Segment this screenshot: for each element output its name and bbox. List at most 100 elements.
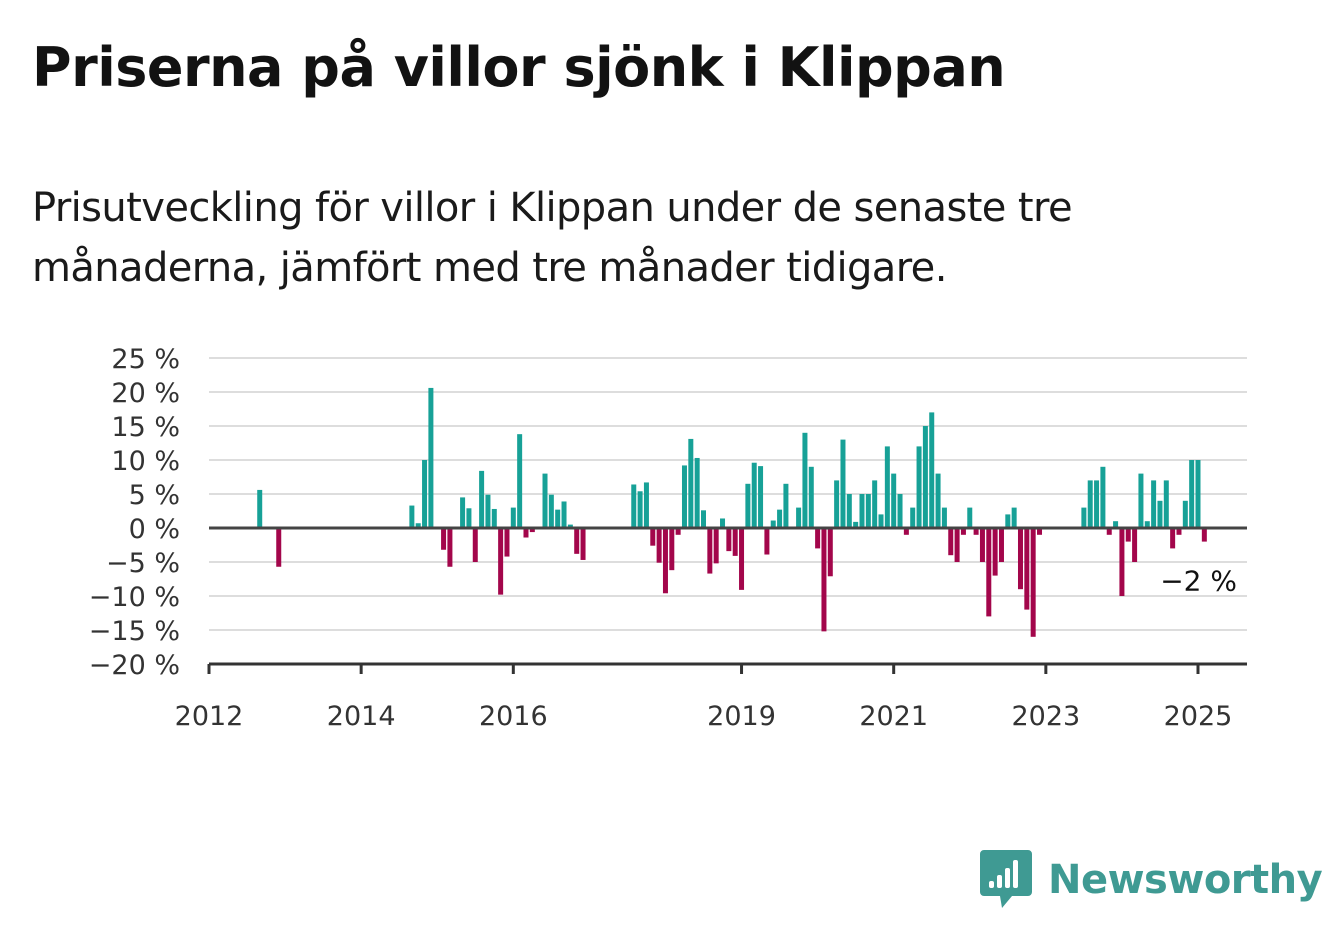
bar — [764, 528, 770, 555]
bar — [941, 507, 947, 528]
bar — [865, 494, 871, 528]
bar — [878, 514, 884, 528]
bar — [802, 432, 808, 528]
bar — [1017, 528, 1023, 590]
bar — [650, 528, 656, 546]
bar — [1182, 500, 1188, 528]
bar — [891, 473, 897, 528]
bar — [415, 523, 421, 528]
bar — [1170, 528, 1176, 549]
bar — [986, 528, 992, 617]
bar — [903, 528, 909, 535]
bar — [751, 462, 757, 528]
y-tick-label: 0 % — [129, 514, 180, 545]
bar — [485, 494, 491, 528]
axes — [207, 526, 1247, 674]
bar — [973, 528, 979, 535]
bar — [884, 446, 890, 528]
y-tick-label: 15 % — [111, 412, 180, 443]
bar — [1138, 473, 1144, 528]
bar — [872, 480, 878, 528]
bar — [998, 528, 1004, 562]
bar — [637, 491, 643, 528]
bar — [1163, 480, 1169, 528]
bar — [460, 497, 466, 528]
bar — [688, 438, 694, 528]
bar — [1030, 528, 1036, 637]
bar — [808, 466, 814, 528]
bar — [567, 524, 573, 528]
bar — [548, 494, 554, 528]
bar — [713, 528, 719, 564]
bars — [257, 387, 1207, 637]
y-tick-label: −15 % — [89, 616, 180, 647]
last-value-label: −2 % — [1160, 565, 1237, 598]
bar — [954, 528, 960, 562]
bar — [529, 528, 535, 533]
bar — [498, 528, 504, 595]
bar — [694, 457, 700, 528]
bar — [491, 508, 497, 528]
bar — [840, 439, 846, 528]
bar — [910, 507, 916, 528]
x-tick-label: 2019 — [707, 701, 776, 732]
y-tick-label: −20 % — [89, 650, 180, 681]
x-tick-label: 2023 — [1011, 701, 1080, 732]
bar — [561, 501, 567, 528]
chart-title: Priserna på villor sjönk i Klippan — [32, 36, 1006, 99]
bar — [523, 528, 529, 538]
bar — [745, 483, 751, 528]
bar — [701, 510, 706, 528]
x-axis-tick-labels: 2012 2014 2016 2019 2021 2023 2025 — [175, 701, 1233, 732]
bar — [777, 509, 783, 528]
grid-lines — [209, 357, 1247, 631]
bar — [542, 473, 548, 528]
bar — [720, 518, 726, 528]
bar — [574, 528, 580, 554]
bar — [1132, 528, 1138, 562]
bar — [726, 528, 732, 552]
bar — [834, 480, 840, 528]
y-tick-label: 10 % — [111, 446, 180, 477]
bar — [681, 465, 687, 528]
bar — [675, 528, 681, 535]
brand-logo: Newsworthy — [980, 850, 1322, 910]
x-tick-label: 2021 — [859, 701, 928, 732]
bar — [1087, 480, 1093, 528]
bar — [992, 528, 998, 576]
bar — [821, 528, 827, 632]
bar — [510, 507, 516, 528]
bar — [1125, 528, 1131, 542]
bar — [935, 473, 941, 528]
y-axis-tick-labels: 25 %20 %15 %10 %5 %0 %−5 %−10 %−15 %−20 … — [89, 344, 180, 681]
bar — [1157, 500, 1163, 528]
y-tick-label: 20 % — [111, 378, 180, 409]
bar — [1201, 528, 1207, 542]
bar — [428, 387, 434, 528]
x-tick-label: 2025 — [1164, 701, 1233, 732]
bar — [846, 494, 852, 528]
y-tick-label: −5 % — [106, 548, 180, 579]
bar — [631, 484, 637, 528]
bar — [967, 507, 973, 528]
bar — [1195, 460, 1201, 528]
bar — [504, 528, 510, 557]
bar — [758, 466, 764, 528]
bar — [1011, 507, 1017, 528]
bar — [922, 426, 928, 528]
bar — [1144, 521, 1150, 528]
bar — [1106, 528, 1112, 535]
bar — [257, 489, 263, 528]
bar — [796, 507, 802, 528]
bar — [783, 483, 789, 528]
bar — [707, 528, 713, 574]
bar — [739, 528, 745, 590]
bar — [662, 528, 668, 594]
bar — [929, 412, 935, 528]
bar — [472, 528, 478, 562]
bar — [1151, 480, 1157, 528]
bar — [276, 528, 282, 567]
bar — [447, 528, 453, 567]
bar — [1037, 528, 1043, 535]
